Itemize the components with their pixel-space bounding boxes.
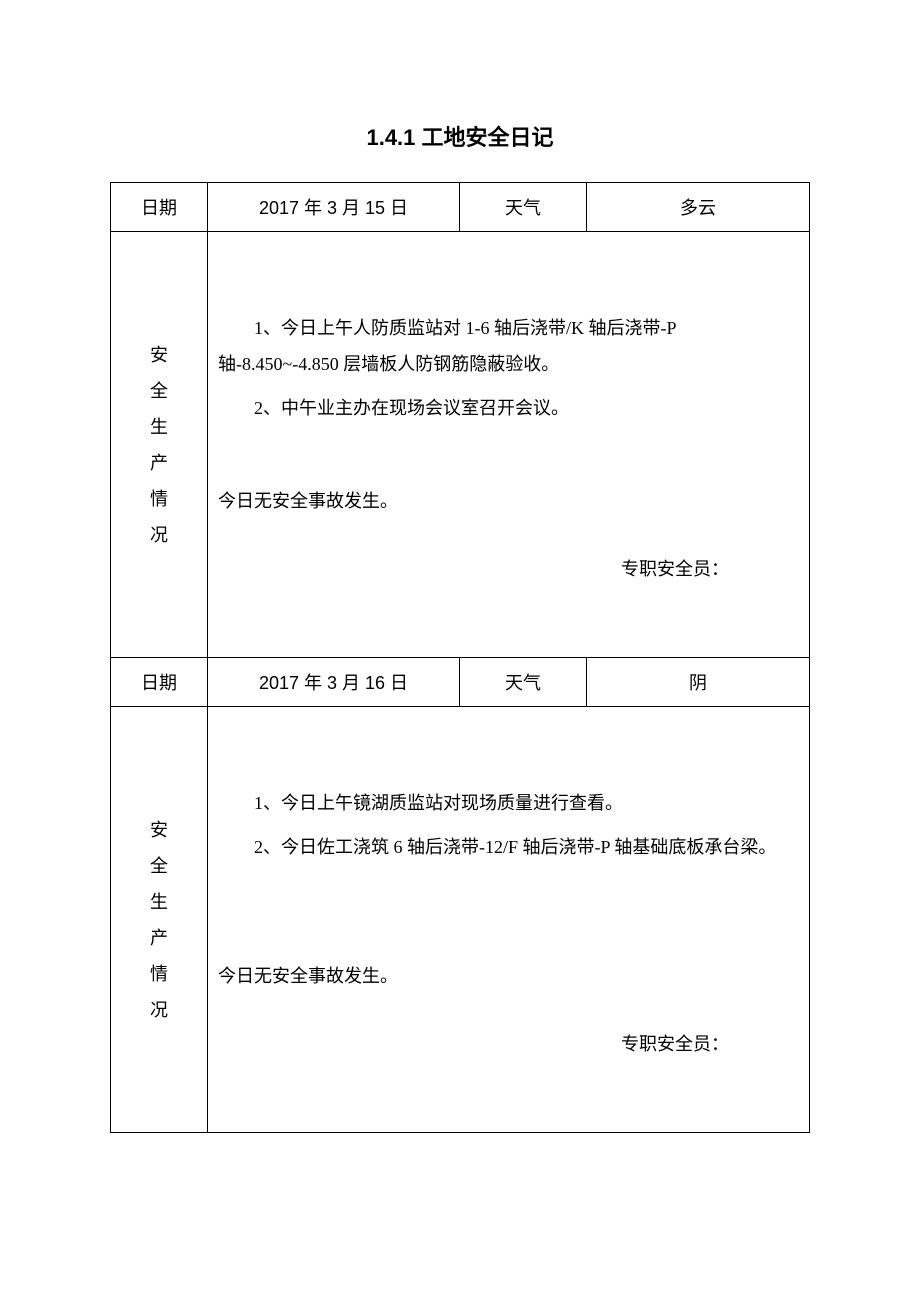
safety-log-table: 日期 2017 年 3 月 15 日 天气 多云 安全生产情况 1、今日上午人防… <box>110 182 810 1133</box>
side-label-text: 安全生产情况 <box>111 812 207 1028</box>
document-title: 1.4.1 工地安全日记 <box>110 120 810 152</box>
entry-item: 2、中午业主办在现场会议室召开会议。 <box>218 390 799 426</box>
entry-body-inner: 1、今日上午人防质监站对 1-6 轴后浇带/K 轴后浇带-P 轴-8.450~-… <box>218 232 799 657</box>
weather-label: 天气 <box>505 198 541 218</box>
date-label: 日期 <box>141 198 177 218</box>
weather-value-cell: 多云 <box>587 183 810 232</box>
entry-header-row: 日期 2017 年 3 月 16 日 天气 阴 <box>111 658 810 707</box>
entry-items: 1、今日上午人防质监站对 1-6 轴后浇带/K 轴后浇带-P 轴-8.450~-… <box>218 232 799 426</box>
date-label-cell: 日期 <box>111 183 208 232</box>
no-accident-text: 今日无安全事故发生。 <box>218 487 398 513</box>
entry-item: 1、今日上午镜湖质监站对现场质量进行查看。 <box>218 785 799 821</box>
date-value: 2017 年 3 月 15 日 <box>259 198 408 218</box>
entry-body-row: 安全生产情况 1、今日上午人防质监站对 1-6 轴后浇带/K 轴后浇带-P 轴-… <box>111 232 810 658</box>
entry-body-inner: 1、今日上午镜湖质监站对现场质量进行查看。 2、今日佐工浇筑 6 轴后浇带-12… <box>218 707 799 1132</box>
entry-item: 2、今日佐工浇筑 6 轴后浇带-12/F 轴后浇带-P 轴基础底板承台梁。 <box>218 829 799 865</box>
date-value-cell: 2017 年 3 月 16 日 <box>208 658 460 707</box>
date-label-cell: 日期 <box>111 658 208 707</box>
weather-label: 天气 <box>505 673 541 693</box>
date-label: 日期 <box>141 673 177 693</box>
officer-label: 专职安全员： <box>621 1030 729 1056</box>
weather-value: 多云 <box>680 198 716 218</box>
date-value: 2017 年 3 月 16 日 <box>259 673 408 693</box>
date-value-cell: 2017 年 3 月 15 日 <box>208 183 460 232</box>
weather-label-cell: 天气 <box>460 183 587 232</box>
weather-label-cell: 天气 <box>460 658 587 707</box>
side-label-text: 安全生产情况 <box>111 337 207 553</box>
side-label-cell: 安全生产情况 <box>111 707 208 1133</box>
entry-body-cell: 1、今日上午镜湖质监站对现场质量进行查看。 2、今日佐工浇筑 6 轴后浇带-12… <box>208 707 810 1133</box>
no-accident-text: 今日无安全事故发生。 <box>218 962 398 988</box>
entry-body-row: 安全生产情况 1、今日上午镜湖质监站对现场质量进行查看。 2、今日佐工浇筑 6 … <box>111 707 810 1133</box>
entry-header-row: 日期 2017 年 3 月 15 日 天气 多云 <box>111 183 810 232</box>
weather-value: 阴 <box>689 673 707 693</box>
weather-value-cell: 阴 <box>587 658 810 707</box>
entry-body-cell: 1、今日上午人防质监站对 1-6 轴后浇带/K 轴后浇带-P 轴-8.450~-… <box>208 232 810 658</box>
document-page: 1.4.1 工地安全日记 日期 2017 年 3 月 15 日 天气 多云 安全… <box>0 0 920 1301</box>
officer-label: 专职安全员： <box>621 555 729 581</box>
entry-item: 1、今日上午人防质监站对 1-6 轴后浇带/K 轴后浇带-P 轴-8.450~-… <box>218 310 799 382</box>
side-label-cell: 安全生产情况 <box>111 232 208 658</box>
entry-items: 1、今日上午镜湖质监站对现场质量进行查看。 2、今日佐工浇筑 6 轴后浇带-12… <box>218 707 799 865</box>
